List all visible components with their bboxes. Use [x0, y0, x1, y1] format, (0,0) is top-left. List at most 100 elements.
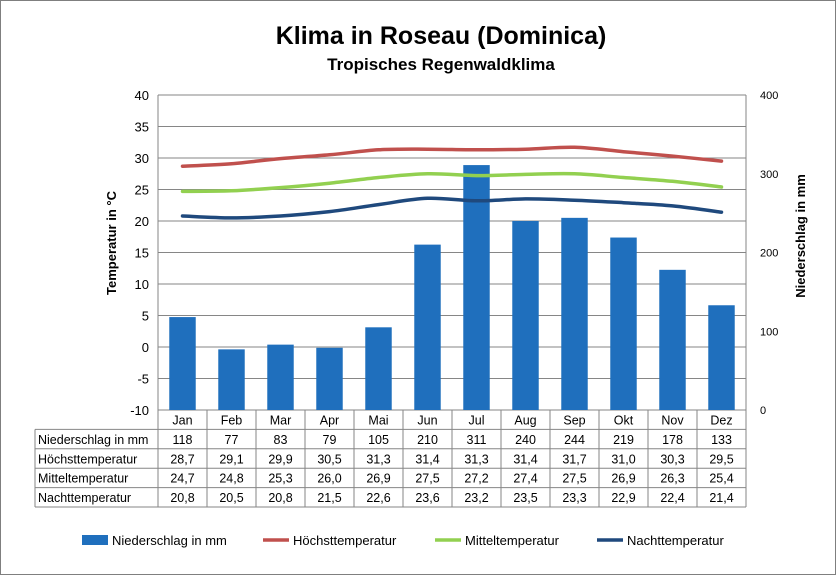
table-cell: 79: [323, 433, 337, 447]
x-tick-label: Jun: [417, 414, 437, 428]
right-tick-label: 200: [760, 248, 778, 260]
table-cell: 30,5: [317, 452, 341, 466]
table-cell: 21,5: [317, 491, 341, 505]
x-tick-label: Mai: [368, 414, 388, 428]
table-cell: 31,7: [562, 452, 586, 466]
table-cell: 77: [225, 433, 239, 447]
left-tick-label: 15: [135, 246, 149, 261]
table-row-name: Mitteltemperatur: [38, 472, 128, 486]
table-cell: 27,2: [464, 472, 488, 486]
temperature-lines: [180, 145, 724, 220]
right-tick-label: 100: [760, 326, 778, 338]
table-cell: 31,3: [464, 452, 488, 466]
left-tick-label: 10: [135, 277, 149, 292]
table-cell: 20,5: [219, 491, 243, 505]
table-cell: 20,8: [268, 491, 292, 505]
table-cell: 27,5: [562, 472, 586, 486]
table-cell: 311: [467, 433, 487, 447]
table-cell: 118: [173, 433, 193, 447]
precipitation-bar: [561, 217, 588, 410]
table-cell: 28,7: [170, 452, 194, 466]
table-cell: 23,3: [562, 491, 586, 505]
precipitation-bar: [267, 344, 294, 410]
table-cell: 178: [662, 433, 683, 447]
axes: 40 35 30 25 20 15 10 5 0 -5 -10 400 300 200 100 0: [130, 88, 778, 418]
table-cell: 26,3: [660, 472, 684, 486]
x-tick-label: Sep: [563, 414, 585, 428]
table-cell: 24,7: [170, 472, 194, 486]
precipitation-bar: [512, 221, 539, 410]
table-cell: 22,9: [611, 491, 635, 505]
precipitation-bar: [316, 347, 343, 410]
left-axis-label: Temperatur in °C: [104, 190, 119, 295]
table-cell: 26,9: [611, 472, 635, 486]
table-cell: 23,2: [464, 491, 488, 505]
right-tick-label: 0: [760, 405, 766, 417]
x-tick-label: Jul: [469, 414, 485, 428]
table-cell: 23,5: [513, 491, 537, 505]
table-cell: 27,4: [513, 472, 537, 486]
x-tick-label: Mar: [270, 414, 292, 428]
table-cell: 240: [515, 433, 536, 447]
data-table: Jan Feb Mar Apr Mai Jun Jul Aug Sep Okt Nov Dez Nied…: [34, 410, 747, 508]
x-tick-label: Jan: [172, 414, 192, 428]
table-cell: 24,8: [219, 472, 243, 486]
left-tick-label: 40: [135, 88, 149, 103]
table-cell: 31,0: [611, 452, 635, 466]
table-cell: 210: [417, 433, 438, 447]
left-tick-label: -10: [130, 403, 149, 418]
table-cell: 25,3: [268, 472, 292, 486]
table-cell: 22,6: [366, 491, 390, 505]
left-tick-label: 30: [135, 151, 149, 166]
table-row-name: Niederschlag in mm: [38, 433, 148, 447]
left-tick-label: 5: [142, 309, 149, 324]
right-tick-label: 300: [760, 169, 778, 181]
table-row-name: Nachttemperatur: [38, 491, 131, 505]
x-tick-label: Apr: [320, 414, 339, 428]
legend: Niederschlag in mm Höchsttemperatur Mittel…: [82, 533, 724, 548]
precipitation-bar: [463, 165, 490, 410]
legend-swatch-bar: [82, 535, 108, 545]
left-tick-label: 0: [142, 340, 149, 355]
temperature-line: [180, 145, 724, 168]
temperature-line: [180, 196, 724, 220]
table-cell: 31,3: [366, 452, 390, 466]
left-tick-label: 25: [135, 183, 149, 198]
precipitation-bar: [708, 305, 735, 410]
table-cell: 21,4: [709, 491, 733, 505]
table-cell: 31,4: [513, 452, 537, 466]
table-row-name: Höchsttemperatur: [38, 452, 137, 466]
table-cell: 29,1: [219, 452, 243, 466]
table-cell: 83: [274, 433, 288, 447]
table-cell: 25,4: [709, 472, 733, 486]
x-tick-label: Dez: [710, 414, 732, 428]
table-cell: 20,8: [170, 491, 194, 505]
right-axis-label: Niederschlag in mm: [793, 174, 808, 298]
legend-label: Niederschlag in mm: [112, 533, 227, 548]
precipitation-bar: [659, 269, 686, 410]
precipitation-bars: [169, 165, 735, 410]
chart-title: Klima in Roseau (Dominica): [276, 22, 607, 50]
table-cell: 26,9: [366, 472, 390, 486]
table-cell: 219: [613, 433, 634, 447]
legend-label: Höchsttemperatur: [293, 533, 397, 548]
left-tick-label: -5: [137, 372, 149, 387]
x-tick-label: Feb: [221, 414, 243, 428]
table-cell: 105: [368, 433, 389, 447]
legend-label: Nachttemperatur: [627, 533, 724, 548]
table-cell: 26,0: [317, 472, 341, 486]
table-cell: 31,4: [415, 452, 439, 466]
table-cell: 30,3: [660, 452, 684, 466]
table-cell: 29,9: [268, 452, 292, 466]
table-cell: 22,4: [660, 491, 684, 505]
right-tick-label: 400: [760, 90, 778, 102]
precipitation-bar: [610, 237, 637, 410]
x-tick-label: Aug: [514, 414, 536, 428]
temperature-line: [180, 171, 724, 194]
left-tick-label: 35: [135, 120, 149, 135]
left-tick-label: 20: [135, 214, 149, 229]
gridlines: [158, 94, 746, 411]
table-cell: 29,5: [709, 452, 733, 466]
x-tick-label: Nov: [661, 414, 684, 428]
